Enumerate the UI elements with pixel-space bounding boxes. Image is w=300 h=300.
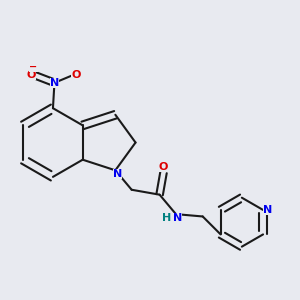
Text: H: H — [162, 213, 172, 223]
Text: O: O — [27, 70, 36, 80]
Text: −: − — [29, 62, 38, 72]
Text: N: N — [113, 169, 122, 179]
Text: N: N — [50, 78, 59, 88]
Text: N: N — [173, 213, 182, 223]
Text: O: O — [159, 162, 168, 172]
Text: O: O — [71, 70, 81, 80]
Text: N: N — [263, 205, 272, 215]
